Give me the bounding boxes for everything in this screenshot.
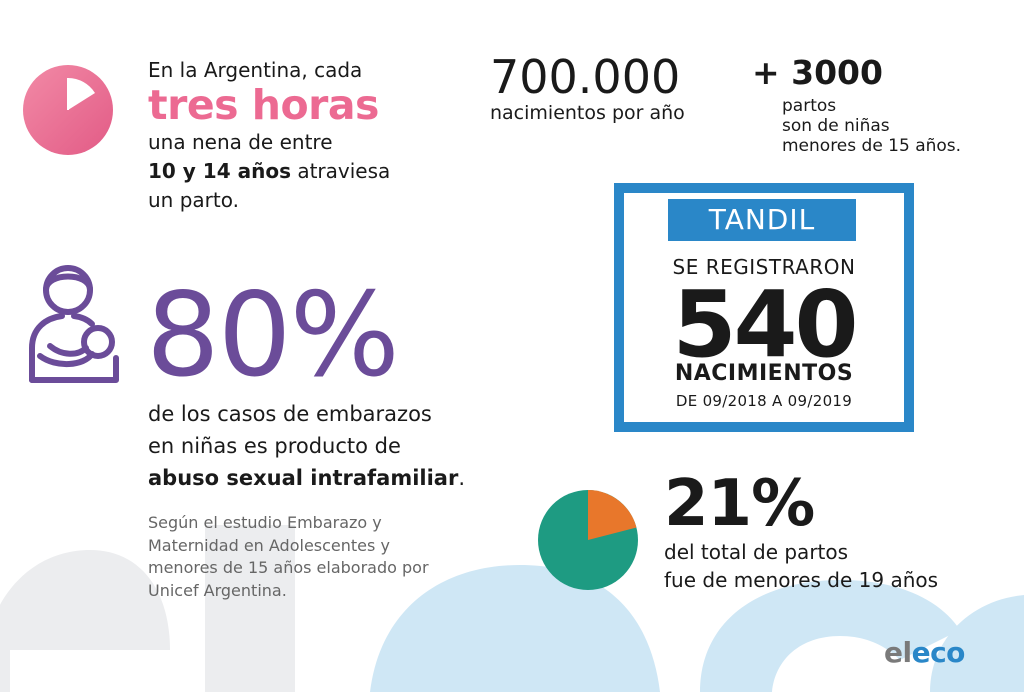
minors-percent: 21% (664, 467, 815, 541)
births-stat: 700.000 nacimientos por año (490, 52, 730, 124)
mother-with-baby-icon (29, 265, 119, 383)
partos-label-line: partos (782, 96, 837, 116)
source-note: Según el estudio Embarazo y Maternidad e… (148, 512, 508, 602)
births-number: 700.000 (490, 50, 681, 104)
partos-number: + 3000 (752, 53, 883, 92)
lead-text: En la Argentina, cada tres horas una nen… (148, 58, 468, 215)
source-line: Según el estudio Embarazo y (148, 513, 382, 532)
logo-eco: eco (911, 636, 966, 669)
pie-chart-icon (538, 490, 638, 590)
lead-line-1: En la Argentina, cada (148, 58, 363, 82)
tandil-count: 540 (672, 271, 858, 378)
minors-line-1: del total de partos (664, 540, 849, 564)
births-label: nacimientos por año (490, 102, 685, 124)
pie-slice-minors (588, 490, 637, 540)
abuse-line-1: de los casos de embarazos (148, 402, 432, 426)
partos-label-line: menores de 15 años. (782, 136, 962, 156)
abuse-percent: 80% (146, 268, 400, 403)
minors-text: del total de partos fue de menores de 19… (664, 538, 1004, 594)
lead-line-2: una nena de entre (148, 130, 333, 154)
tandil-births-label: NACIMIENTOS (674, 361, 854, 386)
tandil-date-range: DE 09/2018 A 09/2019 (675, 392, 853, 410)
abuse-line-3-end: . (458, 466, 466, 490)
lead-line-3-rest: atraviesa (290, 159, 391, 183)
partos-label-line: son de niñas (782, 116, 890, 136)
lead-line-3: 10 y 14 años atraviesa (148, 157, 468, 186)
partos-stat: + 3000 partos son de niñas menores de 15… (752, 53, 982, 157)
clock-icon (23, 65, 113, 155)
tandil-registered-label: SE REGISTRARON (672, 255, 856, 279)
minors-line-2: fue de menores de 19 años (664, 568, 939, 592)
abuse-line-2: en niñas es producto de (148, 434, 401, 458)
tandil-title: TANDIL (668, 199, 856, 241)
abuse-highlight: abuso sexual intrafamiliar (148, 466, 459, 490)
logo-el: el (884, 636, 912, 669)
source-line: Maternidad en Adolescentes y (148, 535, 390, 555)
el-eco-logo: eleco (884, 636, 965, 670)
source-line: Unicef Argentina. (148, 580, 287, 600)
abuse-text: de los casos de embarazos en niñas es pr… (148, 398, 528, 494)
source-line: menores de 15 años elaborado por (148, 558, 429, 577)
abuse-line-3: abuso sexual intrafamiliar. (148, 462, 528, 494)
partos-label: partos son de niñas menores de 15 años. (782, 96, 982, 156)
lead-age-range: 10 y 14 años (148, 159, 291, 183)
tandil-box: TANDIL SE REGISTRARON 540 NACIMIENTOS DE… (614, 183, 914, 432)
lead-highlight: tres horas (148, 81, 379, 129)
lead-line-4: un parto. (148, 188, 239, 212)
